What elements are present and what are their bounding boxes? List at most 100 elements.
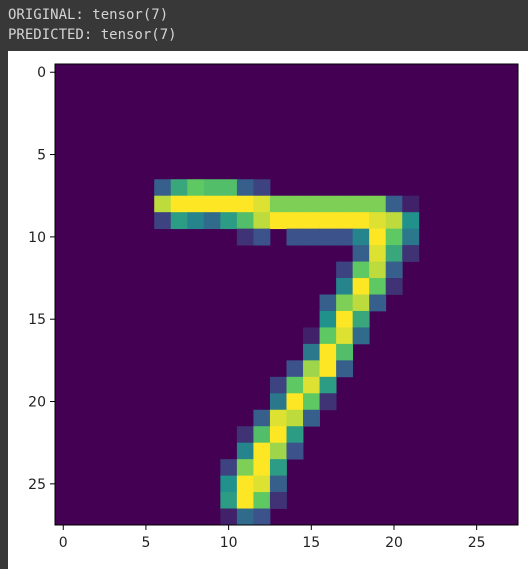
heatmap-cell bbox=[319, 294, 337, 312]
heatmap-cell bbox=[319, 212, 337, 230]
heatmap-cell bbox=[286, 409, 304, 427]
heatmap-cell bbox=[203, 195, 221, 213]
heatmap-cell bbox=[269, 492, 287, 509]
x-tick-label: 5 bbox=[141, 535, 150, 551]
heatmap-cell bbox=[253, 508, 271, 526]
heatmap-cell bbox=[352, 310, 370, 328]
heatmap-cell bbox=[154, 212, 172, 230]
heatmap-cell bbox=[286, 195, 304, 213]
heatmap-cell bbox=[319, 360, 337, 378]
heatmap-cell bbox=[253, 212, 271, 230]
heatmap-cell bbox=[220, 212, 238, 230]
heatmap-cell bbox=[402, 212, 420, 230]
heatmap-cell bbox=[220, 475, 238, 493]
heatmap-cell bbox=[236, 508, 254, 526]
heatmap-cell bbox=[236, 228, 254, 246]
heatmap-cell bbox=[336, 228, 354, 246]
heatmap-cell bbox=[286, 360, 304, 378]
heatmap-cell bbox=[319, 343, 337, 361]
x-axis: 0 5 10 15 20 25 bbox=[59, 525, 486, 551]
y-tick-label: 5 bbox=[37, 148, 46, 164]
y-axis: 0 5 10 15 20 25 bbox=[28, 65, 55, 493]
heatmap-cell bbox=[352, 228, 370, 246]
heatmap-cell bbox=[319, 195, 337, 213]
heatmap-cell bbox=[236, 475, 254, 493]
heatmap-cell bbox=[253, 442, 271, 460]
heatmap-cell bbox=[369, 278, 387, 295]
x-tick-label: 10 bbox=[220, 535, 238, 551]
heatmap-cell bbox=[170, 195, 188, 213]
heatmap-cell bbox=[336, 278, 354, 295]
x-tick-label: 20 bbox=[385, 535, 403, 551]
heatmap-cell bbox=[286, 212, 304, 230]
heatmap-cell bbox=[253, 179, 271, 197]
heatmap-cell bbox=[303, 228, 320, 246]
heatmap-cell bbox=[187, 195, 205, 213]
x-tick-label: 25 bbox=[468, 535, 486, 551]
y-tick-label: 25 bbox=[28, 477, 46, 493]
heatmap-cell bbox=[385, 261, 403, 279]
heatmap-cell bbox=[352, 278, 370, 295]
heatmap-cell bbox=[385, 212, 403, 230]
heatmap-cell bbox=[253, 228, 271, 246]
heatmap-cell bbox=[203, 179, 221, 197]
heatmap-cell bbox=[336, 294, 354, 312]
heatmap-cell bbox=[369, 228, 387, 246]
heatmap-cell bbox=[154, 179, 172, 197]
heatmap-cell bbox=[369, 245, 387, 262]
heatmap-cell bbox=[385, 278, 403, 295]
heatmap-cell bbox=[170, 212, 188, 230]
heatmap-cell bbox=[220, 508, 238, 526]
heatmap-cell bbox=[220, 195, 238, 213]
heatmap-cell bbox=[269, 195, 287, 213]
heatmap-cell bbox=[352, 327, 370, 345]
heatmap-cell bbox=[352, 261, 370, 279]
heatmap-cell bbox=[253, 426, 271, 444]
heatmap-cell bbox=[402, 245, 420, 262]
heatmap-cell bbox=[236, 212, 254, 230]
heatmap-cell bbox=[236, 426, 254, 444]
heatmap-cell bbox=[352, 212, 370, 230]
heatmap-cell bbox=[236, 492, 254, 509]
heatmap-cell bbox=[253, 492, 271, 509]
heatmap-cell bbox=[253, 459, 271, 476]
heatmap-cell bbox=[286, 442, 304, 460]
heatmap-cell bbox=[336, 261, 354, 279]
heatmap-cell bbox=[154, 195, 172, 213]
heatmap-cell bbox=[236, 195, 254, 213]
heatmap-cell bbox=[336, 195, 354, 213]
heatmap-cell bbox=[303, 409, 320, 427]
heatmap-cell bbox=[319, 327, 337, 345]
heatmap-cell bbox=[336, 327, 354, 345]
heatmap-cell bbox=[269, 426, 287, 444]
heatmap-cell bbox=[220, 492, 238, 509]
original-label: ORIGINAL: tensor(7) bbox=[8, 7, 169, 23]
heatmap-cell bbox=[187, 212, 205, 230]
heatmap-cell bbox=[385, 228, 403, 246]
heatmap-chart: 0 5 10 15 20 25 0 5 10 15 20 25 bbox=[28, 63, 519, 551]
heatmap-cell bbox=[236, 179, 254, 197]
heatmap-cell bbox=[286, 376, 304, 394]
y-tick-label: 20 bbox=[28, 395, 46, 411]
heatmap-cell bbox=[319, 376, 337, 394]
heatmap-cell bbox=[269, 212, 287, 230]
heatmap-cell bbox=[303, 343, 320, 361]
heatmap-cell bbox=[220, 459, 238, 476]
heatmap-cell bbox=[385, 245, 403, 262]
heatmap-cell bbox=[236, 459, 254, 476]
heatmap-cell bbox=[402, 228, 420, 246]
plot-frame bbox=[54, 63, 519, 526]
heatmap-cell bbox=[269, 442, 287, 460]
heatmap-cell bbox=[369, 294, 387, 312]
x-tick-label: 15 bbox=[302, 535, 320, 551]
heatmap-cell bbox=[253, 409, 271, 427]
heatmap-cell bbox=[286, 228, 304, 246]
heatmap-cell bbox=[319, 228, 337, 246]
heatmap-cell bbox=[352, 195, 370, 213]
heatmap-cell bbox=[269, 376, 287, 394]
heatmap-cells bbox=[55, 64, 518, 526]
heatmap-cell bbox=[253, 475, 271, 493]
heatmap-cell bbox=[336, 212, 354, 230]
predicted-label: PREDICTED: tensor(7) bbox=[8, 27, 177, 43]
heatmap-cell bbox=[336, 310, 354, 328]
